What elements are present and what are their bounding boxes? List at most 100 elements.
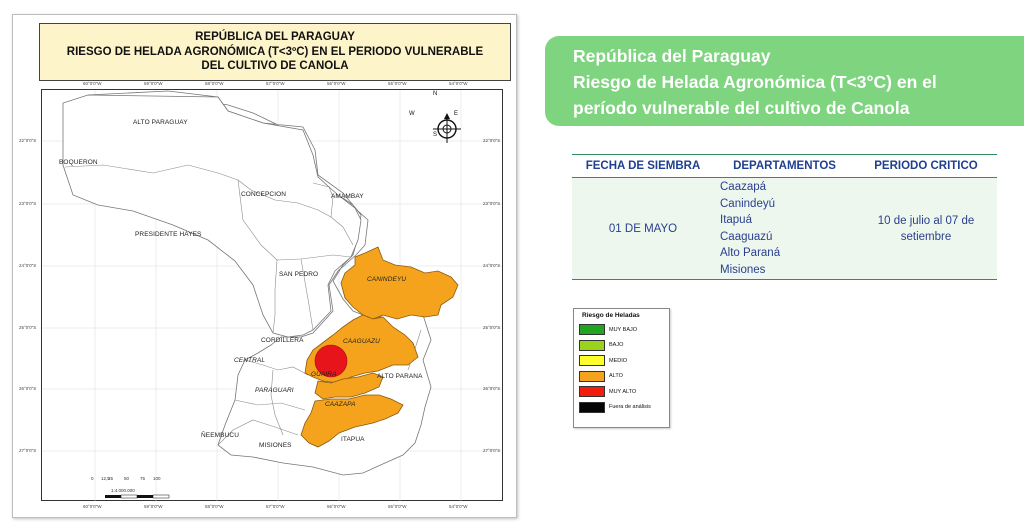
dept-label-caazapa: CAAZAPA [325,401,356,408]
cell-periodo: 10 de julio al 07 de setiembre [877,214,975,243]
map-title-line-3: DEL CULTIVO DE CANOLA [201,60,349,72]
lon-tick-bottom: 55°0'0"W [388,504,407,509]
legend-label: MUY BAJO [609,326,638,333]
compass-west-label: W [409,111,415,117]
department-item: Caaguazú [720,230,773,243]
dept-label-neembucu: ÑEEMBUCU [201,432,239,439]
legend-item: MUY BAJO [574,322,669,338]
legend-swatch [579,355,605,367]
department-item: Alto Paraná [720,247,781,259]
compass-icon [433,113,461,143]
lat-tick-left: 27°0'0"S [19,448,37,453]
department-item: Itapuá [720,214,752,226]
lat-tick-right: 24°0'0"S [483,263,501,268]
legend-label: Fuera de análisis [609,404,651,411]
scale-ratio: 1:4.000.000 [111,488,135,493]
info-table: FECHA DE SIEMBRA DEPARTAMENTOS PERIODO C… [572,154,997,280]
header-card: República del Paraguay Riesgo de Helada … [545,36,1024,126]
lon-tick-top: 58°0'0"W [205,81,224,86]
legend-swatch [579,370,605,382]
scale-number: 0 [91,476,94,481]
department-boundaries [64,164,422,446]
dept-label-itapua: ITAPUA [341,436,365,443]
header-fecha: FECHA DE SIEMBRA [585,160,701,172]
lon-tick-bottom: 54°0'0"W [449,504,468,509]
legend-item: Fuera de análisis [574,400,669,416]
scale-number: 25 [108,476,114,481]
dept-label-canindeyu: CANINDEYU [367,276,407,283]
lon-tick-top: 57°0'0"W [266,81,285,86]
dept-label-paraguari: PARAGUARI [255,387,294,394]
compass-south-label: S [433,132,438,138]
dept-label-presidente-hayes: PRESIDENTE HAYES [135,231,202,238]
canindeyu-area [340,246,459,320]
lon-tick-top: 55°0'0"W [388,81,407,86]
department-item: Caazapá [720,181,767,193]
legend-title: Riesgo de Heladas [582,312,640,319]
lon-tick-top: 54°0'0"W [449,81,468,86]
dept-label-concepcion: CONCEPCION [241,191,287,198]
scale-number: 100 [153,476,161,481]
lat-tick-right: 25°0'0"S [483,325,501,330]
legend-item: MEDIO [574,353,669,369]
header-line-1: República del Paraguay [573,46,771,66]
map-drawing [42,90,502,501]
legend-item: ALTO [574,369,669,385]
dept-label-guaira: GUAIRA [311,371,337,378]
lon-tick-bottom: 56°0'0"W [327,504,346,509]
header-line-3: período vulnerable del cultivo de Canola [573,98,910,118]
lat-tick-left: 24°0'0"S [19,263,37,268]
lat-tick-left: 22°0'0"S [19,138,37,143]
dept-label-central: CENTRAL [234,357,266,364]
legend-swatch [579,324,605,336]
department-item: Misiones [720,263,766,276]
legend-swatch [579,401,605,413]
lon-tick-bottom: 57°0'0"W [266,504,285,509]
dept-label-caaguazu: CAAGUAZU [343,338,380,345]
caazapa-area [300,394,404,448]
lon-tick-top: 60°0'0"W [83,81,102,86]
header-periodo: PERIODO CRITICO [874,160,978,172]
table-header-row: FECHA DE SIEMBRA DEPARTAMENTOS PERIODO C… [572,154,997,178]
lat-tick-left: 23°0'0"S [19,201,37,206]
header-departamentos: DEPARTAMENTOS [733,160,836,172]
lat-tick-right: 27°0'0"S [483,448,501,453]
dept-label-misiones: MISIONES [259,442,292,449]
scale-number: 12,5 [101,476,110,481]
lon-tick-top: 59°0'0"W [144,81,163,86]
lat-tick-left: 25°0'0"S [19,325,37,330]
lon-tick-bottom: 58°0'0"W [205,504,224,509]
scale-number: 75 [140,476,146,481]
guaira-area [314,372,384,400]
lon-tick-top: 56°0'0"W [327,81,346,86]
dept-label-amambay: AMAMBAY [331,193,364,200]
dept-label-boqueron: BOQUERON [59,159,98,166]
header-line-2: Riesgo de Helada Agronómica (T<3°C) en e… [573,72,937,92]
legend-item: BAJO [574,338,669,354]
department-item: Canindeyú [720,197,775,210]
lat-tick-right: 23°0'0"S [483,201,501,206]
dept-label-alto-parana: ALTO PARANA [377,373,423,380]
legend-label: MEDIO [609,357,628,364]
legend-label: MUY ALTO [609,388,637,395]
dept-label-alto-paraguay: ALTO PARAGUAY [133,119,188,126]
lat-tick-right: 22°0'0"S [483,138,501,143]
map-title: REPÚBLICA DEL PARAGUAY RIESGO DE HELADA … [39,23,511,81]
legend-label: BAJO [609,342,624,349]
legend-swatch [579,339,605,351]
legend: Riesgo de Heladas MUY BAJO BAJO MEDIO AL… [573,308,670,428]
lon-tick-bottom: 60°0'0"W [83,504,102,509]
legend-swatch [579,386,605,398]
dept-label-cordillera: CORDILLERA [261,337,304,344]
compass-east-label: E [454,111,459,117]
scale-number: 50 [124,476,130,481]
lat-tick-right: 26°0'0"S [483,386,501,391]
scale-bar [105,494,170,499]
table-row: 01 DE MAYO Caazapá Canindeyú Itapuá Caag… [572,178,997,280]
compass-north-label: N [433,91,438,97]
cell-fecha: 01 DE MAYO [608,222,678,235]
lon-tick-bottom: 59°0'0"W [144,504,163,509]
risk-map: REPÚBLICA DEL PARAGUAY RIESGO DE HELADA … [12,14,517,518]
very-high-risk-spot [314,344,348,378]
map-title-line-2: RIESGO DE HELADA AGRONÓMICA (T<3ºC) EN E… [66,45,484,58]
